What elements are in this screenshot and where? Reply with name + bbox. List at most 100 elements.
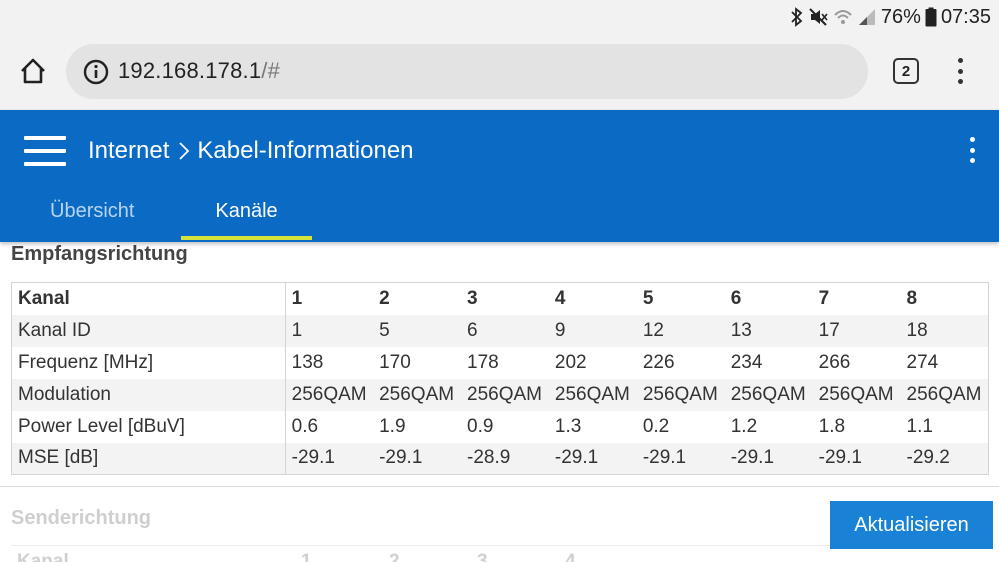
table-cell: 0.6 [285, 410, 374, 443]
table-cell: 266 [812, 346, 901, 379]
table-cell: 256QAM [373, 378, 461, 411]
tab-kanaele[interactable]: Kanäle [215, 200, 278, 222]
table-cell: 18 [900, 314, 989, 347]
table-cell: 12 [636, 314, 725, 347]
table-cell: 0.2 [636, 410, 725, 443]
table-row: Frequenz [MHz] 138 170 178 202 226 234 2… [11, 346, 989, 379]
table-cell: 1.8 [812, 410, 901, 443]
table-cell: 9 [548, 314, 637, 347]
table-cell: -29.1 [285, 442, 374, 475]
column-header: 7 [812, 282, 901, 315]
table-cell: -29.1 [636, 442, 725, 475]
table-cell: 5 [373, 314, 461, 347]
column-header: 3 [477, 551, 488, 562]
home-icon [21, 58, 45, 84]
table-cell: 256QAM [812, 378, 901, 411]
row-label: Modulation [11, 378, 286, 411]
active-tab-indicator [181, 236, 312, 240]
column-header: 3 [461, 282, 549, 315]
table-cell: 170 [373, 346, 461, 379]
column-header: 1 [285, 282, 374, 315]
table-cell: 1.1 [900, 410, 989, 443]
column-header: Kanal [17, 551, 69, 562]
chevron-right-icon [179, 142, 190, 160]
table-cell: 256QAM [636, 378, 725, 411]
signal-icon [858, 9, 875, 25]
browser-menu-button[interactable] [950, 56, 970, 86]
row-label: Frequenz [MHz] [11, 346, 286, 379]
upstream-channel-table: Kanal 1 2 3 4 [11, 545, 989, 562]
hamburger-icon [24, 136, 66, 140]
table-cell: 6 [461, 314, 549, 347]
more-vertical-icon [957, 58, 963, 63]
column-header: 4 [565, 551, 576, 562]
table-cell: 1.3 [548, 410, 637, 443]
table-cell: 13 [724, 314, 813, 347]
column-header: Kanal [11, 282, 286, 315]
table-cell: 1.2 [724, 410, 813, 443]
table-cell: 1 [285, 314, 374, 347]
table-cell: 226 [636, 346, 725, 379]
home-button[interactable] [16, 54, 50, 88]
browser-toolbar: 192.168.178.1/# 2 [0, 34, 999, 110]
breadcrumb-current: Kabel-Informationen [197, 137, 414, 164]
row-label: MSE [dB] [11, 442, 286, 475]
section-title-upstream: Senderichtung [11, 507, 152, 529]
mute-icon [809, 8, 828, 26]
status-bar: 76% 07:35 [0, 0, 999, 34]
breadcrumb: Internet Kabel-Informationen [88, 137, 414, 165]
table-cell: -29.1 [373, 442, 461, 475]
battery-icon [925, 7, 937, 27]
breadcrumb-parent[interactable]: Internet [88, 137, 170, 164]
table-cell: 202 [548, 346, 637, 379]
refresh-button[interactable]: Aktualisieren [830, 501, 993, 549]
table-cell: -28.9 [461, 442, 549, 475]
table-cell: -29.1 [812, 442, 901, 475]
status-icons: 76% 07:35 [789, 5, 991, 29]
info-icon[interactable] [83, 59, 109, 85]
table-cell: 256QAM [900, 378, 989, 411]
table-cell: 256QAM [285, 378, 374, 411]
table-cell: 274 [900, 346, 989, 379]
wifi-icon [834, 10, 852, 24]
column-header: 8 [900, 282, 989, 315]
column-header: 2 [373, 282, 461, 315]
table-cell: -29.2 [900, 442, 989, 475]
bluetooth-icon [791, 7, 803, 27]
table-cell: 178 [461, 346, 549, 379]
url-path: /# [261, 58, 281, 83]
table-cell: 256QAM [724, 378, 813, 411]
table-cell: 138 [285, 346, 374, 379]
url-text[interactable]: 192.168.178.1/# [118, 58, 280, 84]
column-header: 6 [724, 282, 813, 315]
downstream-channel-table: Kanal 1 2 3 4 5 6 7 8 Kanal ID 1 5 6 9 1… [11, 282, 989, 475]
hamburger-menu-button[interactable] [24, 136, 66, 166]
table-cell: 256QAM [461, 378, 549, 411]
table-cell: 256QAM [548, 378, 637, 411]
table-row: Power Level [dBuV] 0.6 1.9 0.9 1.3 0.2 1… [11, 410, 989, 443]
tab-switcher-button[interactable]: 2 [893, 58, 919, 84]
url-host: 192.168.178.1 [118, 58, 262, 83]
row-label: Kanal ID [11, 314, 286, 347]
table-cell: 1.9 [373, 410, 461, 443]
tab-uebersicht[interactable]: Übersicht [50, 200, 135, 222]
section-title-downstream: Empfangsrichtung [11, 243, 188, 265]
page-menu-button[interactable] [966, 137, 978, 163]
row-label: Power Level [dBuV] [11, 410, 286, 443]
table-row: Modulation 256QAM 256QAM 256QAM 256QAM 2… [11, 378, 989, 411]
table-cell: 0.9 [461, 410, 549, 443]
table-header-row: Kanal 1 2 3 4 5 6 7 8 [11, 282, 989, 315]
table-cell: -29.1 [724, 442, 813, 475]
section-divider [0, 486, 999, 487]
column-header: 5 [636, 282, 725, 315]
column-header: 2 [389, 551, 400, 562]
table-cell: 17 [812, 314, 901, 347]
clock: 07:35 [940, 5, 991, 28]
table-row: MSE [dB] -29.1 -29.1 -28.9 -29.1 -29.1 -… [11, 442, 989, 475]
app-header: Internet Kabel-Informationen Übersicht K… [0, 110, 999, 242]
more-vertical-icon [969, 137, 975, 142]
table-cell: -29.1 [548, 442, 637, 475]
table-cell: 234 [724, 346, 813, 379]
address-bar[interactable]: 192.168.178.1/# [66, 44, 868, 99]
column-header: 1 [301, 551, 312, 562]
